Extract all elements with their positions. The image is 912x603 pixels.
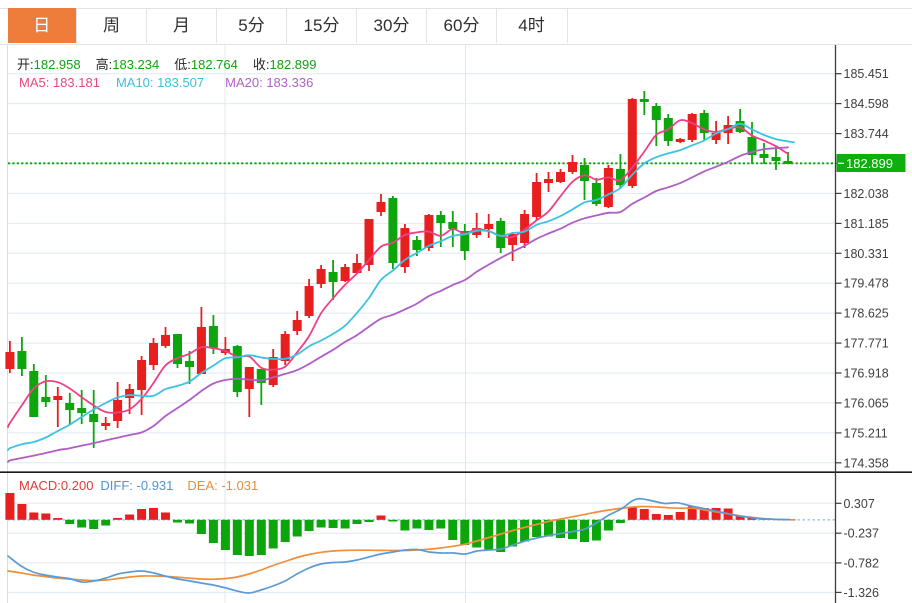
svg-text:174.358: 174.358	[844, 456, 889, 470]
svg-text:177.771: 177.771	[844, 337, 889, 351]
svg-text:176.918: 176.918	[844, 367, 889, 381]
svg-text:-0.237: -0.237	[844, 527, 879, 541]
svg-text:179.478: 179.478	[844, 277, 889, 291]
svg-text:178.625: 178.625	[844, 307, 889, 321]
svg-text:182.899: 182.899	[846, 156, 893, 171]
svg-text:180.331: 180.331	[844, 247, 889, 261]
svg-text:176.065: 176.065	[844, 396, 889, 410]
svg-text:183.744: 183.744	[844, 127, 889, 141]
svg-text:182.038: 182.038	[844, 187, 889, 201]
svg-text:175.211: 175.211	[844, 426, 888, 440]
svg-text:185.451: 185.451	[844, 67, 889, 81]
svg-text:184.598: 184.598	[844, 97, 889, 111]
svg-text:0.307: 0.307	[844, 497, 875, 511]
svg-text:181.185: 181.185	[844, 217, 889, 231]
svg-text:-1.326: -1.326	[844, 586, 879, 600]
svg-text:-0.782: -0.782	[844, 556, 879, 570]
